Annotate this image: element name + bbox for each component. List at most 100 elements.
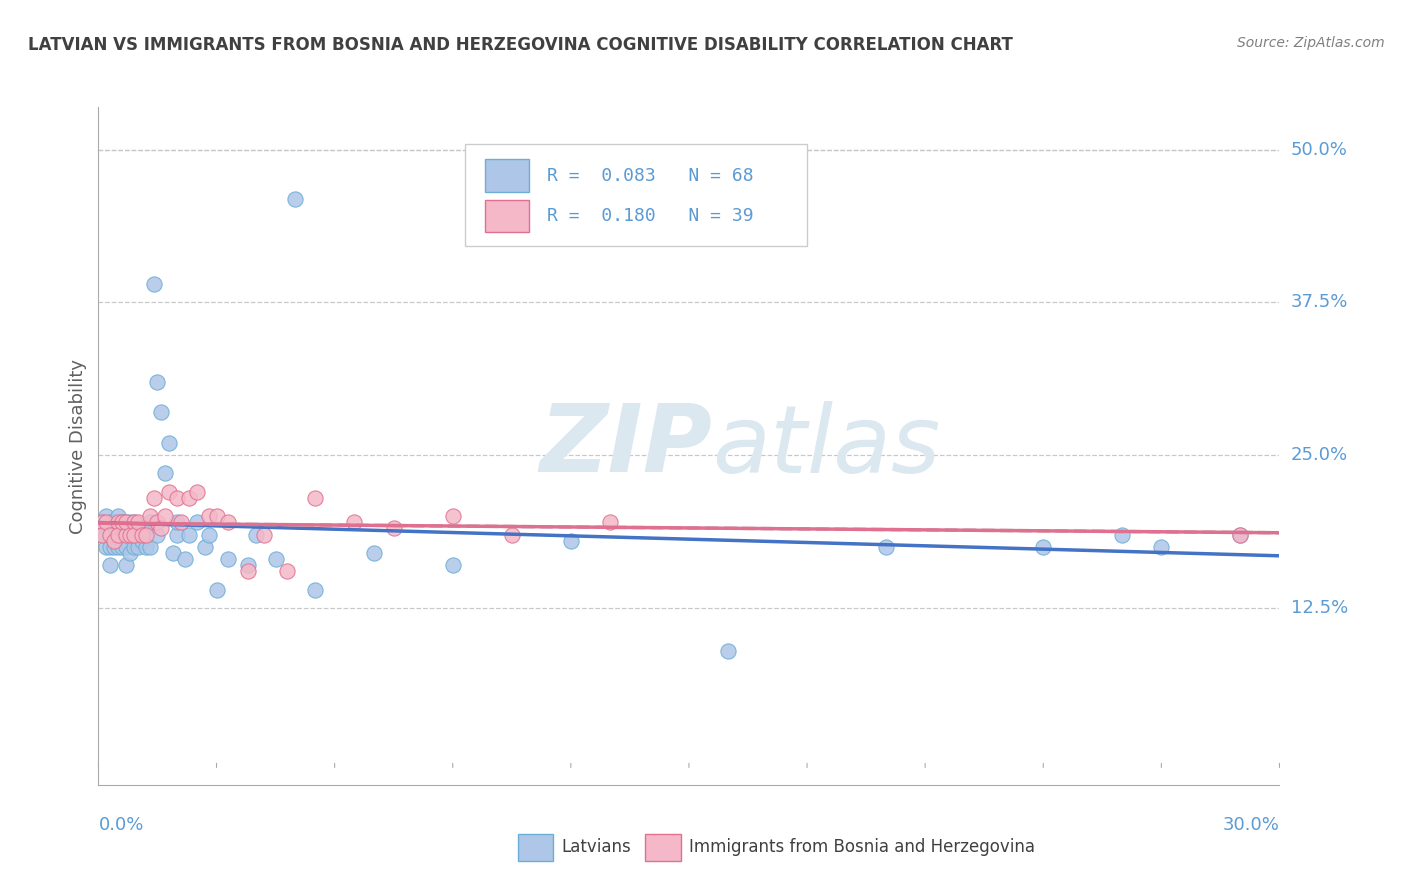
Point xyxy=(122,527,145,541)
Point xyxy=(91,527,114,541)
FancyBboxPatch shape xyxy=(517,834,553,861)
FancyBboxPatch shape xyxy=(485,200,530,233)
Point xyxy=(717,643,740,657)
Point xyxy=(142,491,165,505)
Point xyxy=(177,491,200,505)
Point xyxy=(107,516,129,530)
Point xyxy=(363,546,385,560)
Point xyxy=(501,527,523,541)
Text: Source: ZipAtlas.com: Source: ZipAtlas.com xyxy=(1237,36,1385,50)
Text: Latvians: Latvians xyxy=(561,838,631,856)
Point xyxy=(276,564,298,578)
Point xyxy=(236,558,259,573)
Text: Immigrants from Bosnia and Herzegovina: Immigrants from Bosnia and Herzegovina xyxy=(689,838,1035,856)
Point xyxy=(264,552,287,566)
Point xyxy=(197,527,219,541)
Point xyxy=(111,527,134,541)
Point xyxy=(1150,540,1173,554)
Text: 0.0%: 0.0% xyxy=(98,815,143,833)
Point xyxy=(205,582,228,597)
Point xyxy=(599,516,621,530)
Point xyxy=(135,540,157,554)
Point xyxy=(98,540,121,554)
Point xyxy=(127,516,149,530)
Point xyxy=(107,527,129,541)
Point xyxy=(115,558,138,573)
Point xyxy=(98,558,121,573)
Point xyxy=(131,533,153,548)
Point xyxy=(96,509,118,524)
Point xyxy=(91,516,114,530)
Point xyxy=(96,516,118,530)
Point xyxy=(166,516,188,530)
Point xyxy=(127,527,149,541)
Text: LATVIAN VS IMMIGRANTS FROM BOSNIA AND HERZEGOVINA COGNITIVE DISABILITY CORRELATI: LATVIAN VS IMMIGRANTS FROM BOSNIA AND HE… xyxy=(28,36,1012,54)
Point xyxy=(236,564,259,578)
Point xyxy=(103,533,125,548)
Point xyxy=(131,521,153,535)
Point xyxy=(875,540,897,554)
Point xyxy=(107,521,129,535)
Point xyxy=(111,540,134,554)
Point xyxy=(103,516,125,530)
Point xyxy=(118,527,141,541)
Point xyxy=(111,516,134,530)
Point xyxy=(115,516,138,530)
Point xyxy=(115,540,138,554)
Point xyxy=(174,552,197,566)
Point xyxy=(111,516,134,530)
Point xyxy=(166,527,188,541)
Point xyxy=(138,509,160,524)
Point xyxy=(131,527,153,541)
Point xyxy=(122,527,145,541)
Point xyxy=(150,405,173,419)
Point xyxy=(146,527,169,541)
Point xyxy=(91,516,114,530)
Point xyxy=(118,546,141,560)
Point xyxy=(146,375,169,389)
Point xyxy=(98,527,121,541)
FancyBboxPatch shape xyxy=(645,834,681,861)
Point xyxy=(122,516,145,530)
Point xyxy=(146,516,169,530)
Point xyxy=(138,540,160,554)
Point xyxy=(98,527,121,541)
Point xyxy=(186,516,208,530)
Point xyxy=(157,436,180,450)
Point xyxy=(245,527,267,541)
Point xyxy=(205,509,228,524)
Text: 12.5%: 12.5% xyxy=(1291,599,1348,617)
Point xyxy=(217,552,239,566)
Point xyxy=(107,540,129,554)
Point xyxy=(441,509,464,524)
Point xyxy=(122,516,145,530)
Point xyxy=(253,527,276,541)
Point xyxy=(186,484,208,499)
Point xyxy=(115,516,138,530)
Point xyxy=(170,516,193,530)
Text: 50.0%: 50.0% xyxy=(1291,141,1347,159)
Y-axis label: Cognitive Disability: Cognitive Disability xyxy=(69,359,87,533)
Point xyxy=(150,521,173,535)
Point xyxy=(155,509,177,524)
Point xyxy=(127,540,149,554)
FancyBboxPatch shape xyxy=(464,145,807,246)
Point xyxy=(162,546,184,560)
FancyBboxPatch shape xyxy=(485,160,530,192)
Point xyxy=(107,509,129,524)
Point xyxy=(135,521,157,535)
Point xyxy=(155,467,177,481)
Text: 37.5%: 37.5% xyxy=(1291,293,1348,311)
Point xyxy=(217,516,239,530)
Point xyxy=(177,527,200,541)
Point xyxy=(115,527,138,541)
Point xyxy=(1229,527,1251,541)
Point xyxy=(382,521,405,535)
Point xyxy=(107,527,129,541)
Text: 25.0%: 25.0% xyxy=(1291,446,1348,464)
Point xyxy=(127,521,149,535)
Point xyxy=(98,516,121,530)
Point xyxy=(135,527,157,541)
Point xyxy=(91,527,114,541)
Point xyxy=(166,491,188,505)
